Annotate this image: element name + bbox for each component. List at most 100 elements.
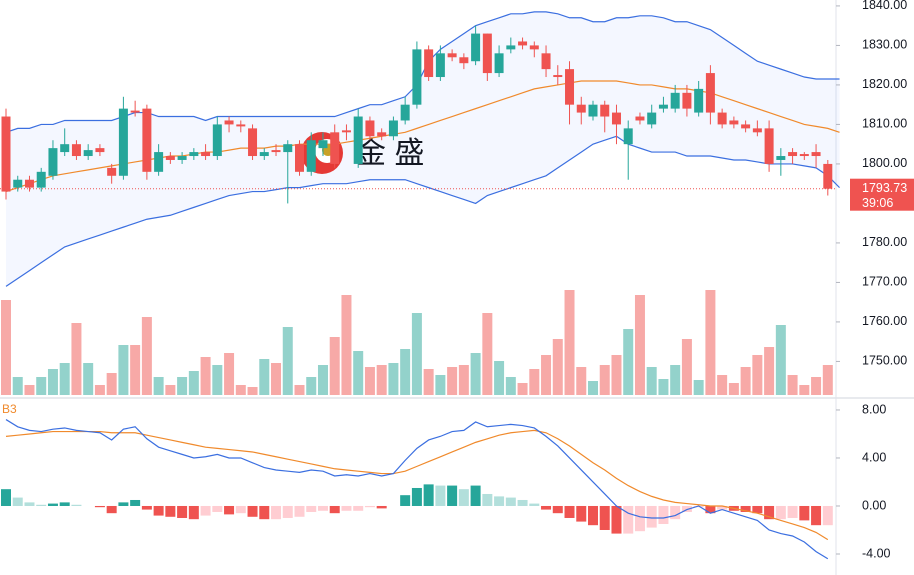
volume-bar [494,361,505,395]
candle-body [259,152,269,157]
band-fill [6,11,840,287]
candle-body [177,156,187,160]
candle-body [341,130,351,133]
volume-bar [411,313,422,395]
candle-body [306,140,316,172]
last-price-label: 1793.73 [862,181,907,195]
candle-body [482,33,492,74]
volume-bar [787,375,798,395]
volume-bar [529,369,540,395]
candle-body [248,128,258,157]
histogram-bar [541,505,552,510]
candle-body [717,112,727,125]
histogram-bar [517,499,528,506]
histogram-bar [259,505,270,520]
histogram-bar [811,505,822,526]
histogram-bar [576,505,587,522]
volume-bar [552,339,563,395]
candle-body [224,120,234,125]
candle-body [776,156,786,160]
volume-bar [259,359,270,395]
y-tick-label: 1750.00 [862,354,907,368]
histogram-bar [552,505,563,514]
histogram-bar [494,496,505,506]
volume-bar [517,383,528,395]
volume-bar [212,365,223,395]
y-tick-label: 1830.00 [862,38,907,52]
histogram-bar [505,497,516,506]
candle-body [189,152,199,157]
histogram-bar [317,505,328,511]
y-tick-label: 1760.00 [862,314,907,328]
histogram-bar [47,503,58,506]
volume-bar [106,373,117,395]
histogram-bar [306,505,317,512]
histogram-bar [400,495,411,506]
histogram-bar [764,505,775,520]
histogram-bar [670,505,681,520]
candle-body [212,124,222,157]
volume-bar [705,290,716,395]
histogram-bar [705,505,716,514]
candle-body [788,152,798,157]
volume-bar [564,290,575,395]
histogram-bar [12,497,23,506]
candle-body [271,150,281,153]
histogram-bar [329,505,340,514]
volume-bar [740,367,751,395]
histogram-bar [165,505,176,517]
candle-body [48,148,58,176]
candle-body [764,128,774,164]
volume-bar [71,323,82,395]
volume-bar [224,353,235,395]
volume-bar [752,355,763,395]
volume-bar [294,385,305,395]
volume-bar [364,367,375,395]
y-tick-label: 1820.00 [862,77,907,91]
histogram-bar [752,505,763,514]
candle-body [611,112,621,125]
candle-body [635,116,645,121]
histogram-bar [646,505,657,528]
candle-body [647,112,657,125]
volume-bar [811,377,822,395]
histogram-bar [799,505,810,521]
candle-body [1,116,11,192]
volume-bar [24,385,35,395]
candle-body [424,49,434,78]
candle-body [471,33,481,62]
volume-bar [188,371,199,395]
histogram-bar [130,499,141,506]
histogram-bar [71,504,82,506]
volume-bar [822,365,833,395]
y-tick-label: 8.00 [862,402,886,416]
volume-bar [376,365,387,395]
candle-body [13,179,23,188]
volume-bar [12,377,23,395]
volume-bar [317,365,328,395]
candle-body [553,75,563,78]
y-tick-label: 1800.00 [862,156,907,170]
volume-bar [623,329,634,395]
volume-bar [482,313,493,395]
candle-body [201,152,211,157]
histogram-bar [177,505,188,518]
histogram-bar [36,504,47,506]
candle-body [353,116,363,164]
histogram-bar [822,505,833,526]
histogram-bar [1,489,11,506]
volume-bar [83,363,94,395]
candle-body [623,128,633,145]
candle-body [165,156,175,160]
y-tick-label: 1840.00 [862,0,907,12]
volume-bar [775,325,786,395]
candle-body [529,45,539,50]
volume-bar [247,387,258,395]
histogram-bar [634,505,645,532]
histogram-bar [775,505,786,520]
histogram-bar [435,485,446,506]
histogram-bar [564,505,575,518]
candle-body [118,108,128,176]
